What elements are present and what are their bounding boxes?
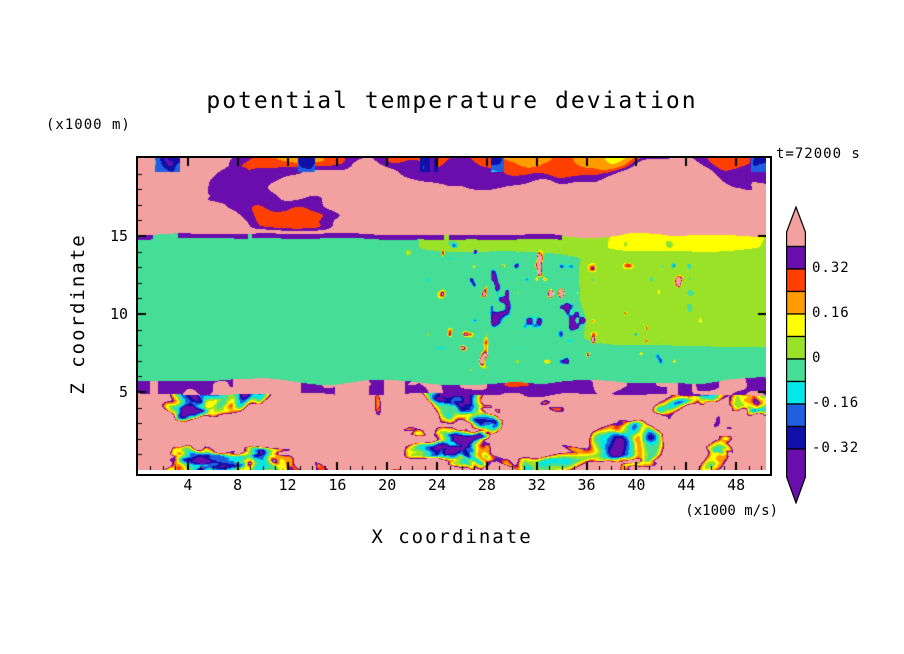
x-axis-tick-label: 4 [183,476,193,494]
x-axis-tick-label: 28 [477,476,496,494]
colorbar-segment [786,335,806,360]
colorbar-segment [786,313,806,338]
colorbar-tick-label: 0.16 [812,305,850,321]
x-axis-tick-label: 48 [727,476,746,494]
colorbar-tick-label: 0 [812,350,822,366]
x-axis-tick-label: 32 [527,476,546,494]
colorbar-segment [786,448,806,504]
time-label: t=72000 s [776,146,861,162]
colorbar-segment [786,358,806,383]
z-axis-units-label: (x1000 m) [46,117,131,133]
plot-frame [136,156,772,476]
x-axis-title: X coordinate [371,526,533,548]
colorbar-tick-label: -0.32 [812,440,860,456]
colorbar-segment [786,403,806,428]
colorbar-segment [786,380,806,405]
x-axis-tick-label: 8 [233,476,243,494]
x-axis-units-label: (x1000 m/s) [685,503,778,519]
x-axis-tick-label: 36 [577,476,596,494]
x-axis-tick-label: 16 [328,476,347,494]
x-axis-tick-label: 40 [627,476,646,494]
x-axis-tick-label: 20 [378,476,397,494]
z-axis-tick-label: 5 [118,383,128,401]
colorbar-tick-label: 0.32 [812,260,850,276]
contour-field-canvas [138,158,766,470]
x-axis-tick-label: 44 [677,476,696,494]
colorbar-segment [786,206,806,248]
colorbar-svg [786,206,806,504]
z-axis-tick-label: 10 [109,305,128,323]
x-axis-tick-label: 12 [278,476,297,494]
chart-title: potential temperature deviation [206,88,698,114]
colorbar-segment [786,245,806,270]
colorbar-segment [786,425,806,450]
colorbar-segment [786,268,806,293]
x-axis-tick-label: 24 [428,476,447,494]
z-axis-tick-label: 15 [109,227,128,245]
colorbar-tick-label: -0.16 [812,395,860,411]
colorbar-segment [786,290,806,315]
